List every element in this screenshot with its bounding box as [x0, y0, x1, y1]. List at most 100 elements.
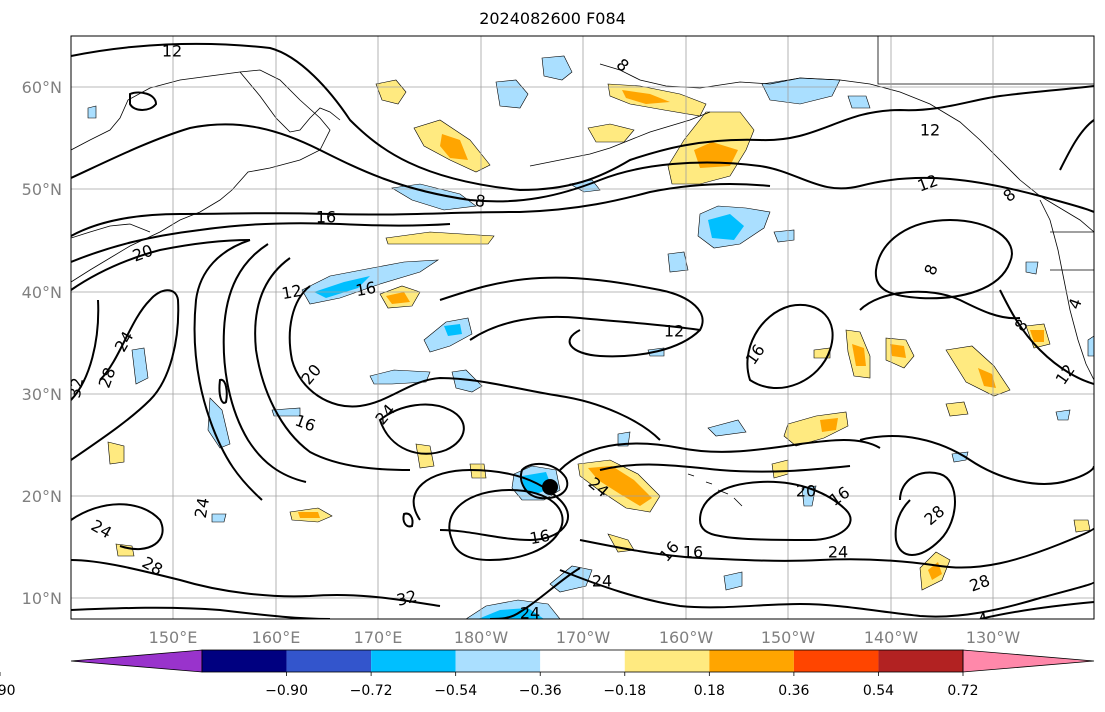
contour-label: 8 — [474, 191, 487, 211]
contour-label: 16 — [528, 526, 551, 548]
lat-axis-labels: 60°N 50°N 40°N 30°N 20°N 10°N — [22, 78, 62, 608]
positive-anomaly-patch — [415, 443, 435, 469]
contour-line — [469, 315, 701, 341]
contour-label: 24 — [828, 543, 848, 562]
negative-anomaly-patch — [773, 229, 795, 243]
positive-anomaly-patch — [107, 441, 125, 465]
colorbar-tick-label: −0.36 — [519, 683, 562, 699]
positive-anomaly-patch — [375, 79, 407, 105]
contour-line — [859, 290, 1021, 320]
contour-label: 8 — [920, 262, 941, 278]
lon-tick-label: 150°E — [149, 628, 198, 647]
contour-line — [579, 527, 1094, 569]
contour-label: 20 — [796, 482, 816, 501]
contour-label: 16 — [316, 208, 336, 227]
colorbar-swatch — [202, 650, 287, 672]
lon-tick-label: 180°W — [454, 628, 509, 647]
positive-anomaly-patch — [1030, 330, 1044, 342]
negative-anomaly-patch — [87, 105, 97, 119]
positive-anomaly-patch — [820, 418, 838, 432]
contour-line — [129, 91, 158, 111]
contour-line — [559, 439, 881, 471]
map-frame — [70, 35, 1095, 620]
contour-label: 12 — [280, 281, 303, 303]
lat-tick-label: 50°N — [22, 180, 62, 199]
colorbar-swatch — [624, 650, 710, 672]
contour-line — [746, 303, 834, 390]
negative-anomaly-patch — [444, 324, 462, 336]
lon-tick-label: 160°W — [659, 628, 714, 647]
contour-label: 8 — [999, 185, 1019, 206]
contour-line — [71, 299, 100, 401]
canada-us-border — [877, 36, 1094, 85]
positive-anomaly-patch — [115, 543, 135, 557]
colorbar-swatch — [793, 650, 879, 672]
contour-label: 12 — [664, 322, 684, 341]
contour-label: 24 — [371, 400, 399, 428]
negative-anomaly-patch — [1025, 261, 1039, 275]
contour-line — [439, 276, 704, 358]
contour-line — [559, 569, 1094, 618]
positive-anomaly-patch — [298, 512, 320, 518]
contour-label: 12 — [915, 171, 941, 196]
positive-anomaly-patch — [852, 344, 866, 366]
negative-anomaly-patch — [761, 77, 841, 105]
contour-line — [412, 468, 570, 542]
contour-label: 24 — [88, 516, 115, 543]
negative-anomaly-patch — [1055, 409, 1071, 421]
contour-line — [448, 488, 564, 562]
contour-line — [520, 462, 569, 500]
positive-anomaly-patch — [1073, 519, 1091, 533]
contour-label: 20 — [297, 360, 325, 388]
negative-anomaly-patch — [723, 571, 743, 591]
colorbar-tick-label: 0.90 — [0, 683, 16, 699]
negative-anomaly-patch — [207, 397, 231, 449]
contour-line — [218, 378, 228, 404]
alaska-coastline — [599, 63, 1094, 233]
negative-anomaly-patch — [951, 451, 969, 463]
contour-label: 16 — [354, 278, 377, 300]
colorbar-tick-label: −0.90 — [265, 683, 308, 699]
negative-anomaly-patch — [211, 513, 227, 523]
colorbar-swatch — [455, 650, 541, 672]
negative-anomaly-patch — [131, 347, 149, 385]
contour-line — [999, 289, 1094, 385]
contour-label: 16 — [683, 543, 703, 562]
negative-anomaly-patch — [1087, 335, 1094, 357]
contour-label: 28 — [95, 365, 120, 391]
contour-label: 16 — [826, 483, 854, 510]
colorbar-swatch — [286, 650, 372, 672]
negative-anomaly-patch — [271, 407, 301, 417]
lat-tick-label: 10°N — [22, 589, 62, 608]
contour-line — [859, 435, 1094, 485]
contour-line — [71, 42, 1094, 192]
negative-anomaly-patch — [451, 369, 483, 393]
colorbar-tick-label: 0.18 — [694, 683, 725, 699]
cyclone-center-marker — [542, 479, 558, 495]
lon-tick-label: 160°E — [252, 628, 301, 647]
negative-anomaly-patch — [847, 95, 871, 109]
contour-label: 8 — [613, 55, 633, 76]
contour-labels: 12 16 20 8 12 16 8 12 12 8 8 12 16 24 28 32 20 16 24 24 24 28… — [65, 42, 1086, 629]
positive-anomaly-patch — [622, 90, 670, 104]
negative-anomaly-patch — [369, 369, 431, 385]
negative-anomaly-patch — [667, 251, 689, 273]
colorbar-tick-label: −0.18 — [603, 683, 646, 699]
contour-label: 32 — [65, 376, 87, 399]
contour-label: 24 — [191, 496, 213, 519]
coastlines — [71, 63, 1094, 507]
asia-coastline — [71, 69, 331, 283]
negative-anomaly-patch — [495, 79, 529, 109]
contour-label: 4 — [1064, 296, 1085, 312]
shading-layer — [87, 55, 1094, 619]
na-west-coastline — [1039, 199, 1094, 381]
contour-line — [193, 239, 263, 501]
positive-anomaly-patch — [771, 459, 789, 479]
contour-label: 4 — [976, 609, 989, 629]
contour-label: 24 — [520, 604, 540, 623]
aleutian-chain — [529, 111, 711, 167]
negative-anomaly-patch — [314, 276, 370, 298]
map-title: 2024082600 F084 — [479, 9, 626, 28]
positive-anomaly-patch — [385, 231, 495, 245]
contour-line — [378, 403, 465, 455]
